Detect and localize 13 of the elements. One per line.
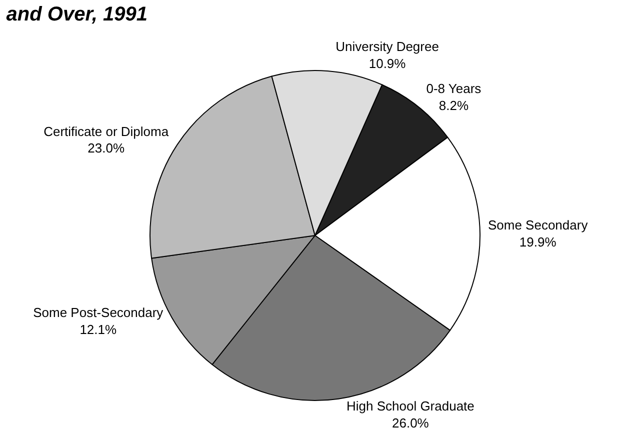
data-label: 23.0% xyxy=(88,140,125,156)
slice-label: Certificate or Diploma xyxy=(44,124,170,139)
data-label: 10.9% xyxy=(368,56,406,72)
data-label: 12.1% xyxy=(80,322,118,338)
slice-label: Some Secondary xyxy=(488,217,588,232)
slice-label: 0-8 Years xyxy=(426,81,482,96)
data-label: 19.9% xyxy=(519,234,557,250)
data-label: 26.0% xyxy=(392,415,430,430)
chart-title: and Over, 1991 xyxy=(6,4,148,26)
slice-label: Some Post-Secondary xyxy=(33,305,164,320)
data-label: 8.2% xyxy=(438,98,469,114)
slice-label: University Degree xyxy=(336,39,439,54)
slice-label: High School Graduate xyxy=(346,398,474,414)
